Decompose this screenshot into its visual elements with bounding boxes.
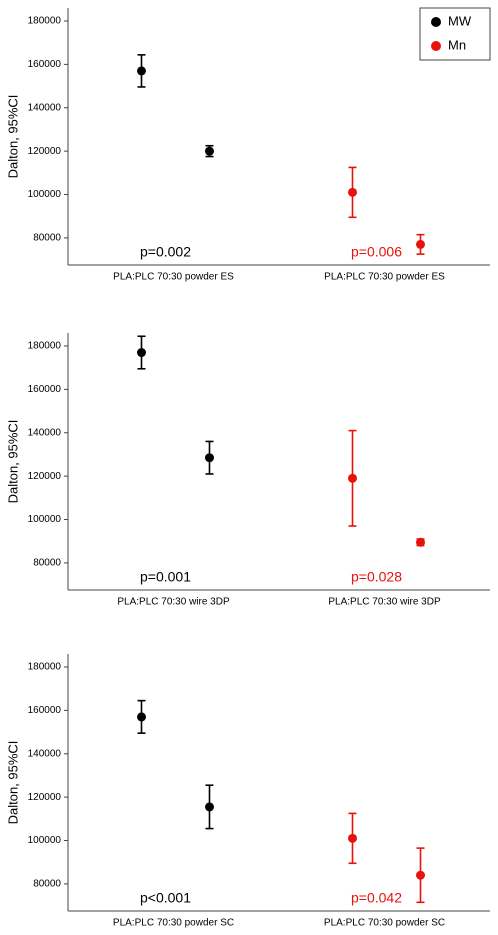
point bbox=[205, 802, 214, 812]
y-tick-label: 80000 bbox=[33, 558, 61, 569]
y-axis-label: Dalton, 95%CI bbox=[5, 420, 20, 504]
legend-label: Mn bbox=[448, 37, 466, 52]
point bbox=[348, 833, 357, 843]
point bbox=[137, 348, 146, 358]
y-tick-label: 140000 bbox=[28, 102, 62, 113]
x-tick-label: PLA:PLC 70:30 powder SC bbox=[113, 918, 234, 929]
y-axis-label: Dalton, 95%CI bbox=[5, 741, 20, 825]
p-value: p=0.028 bbox=[351, 569, 402, 585]
p-value: p<0.001 bbox=[140, 890, 191, 906]
y-tick-label: 180000 bbox=[28, 16, 62, 27]
point bbox=[137, 712, 146, 722]
y-tick-label: 180000 bbox=[28, 662, 62, 673]
point bbox=[416, 239, 425, 249]
legend-label: MW bbox=[448, 13, 472, 28]
point bbox=[137, 66, 146, 76]
p-value: p=0.006 bbox=[351, 244, 402, 260]
legend-marker bbox=[431, 41, 441, 51]
y-tick-label: 100000 bbox=[28, 189, 62, 200]
y-tick-label: 80000 bbox=[33, 879, 61, 890]
x-tick-label: PLA:PLC 70:30 powder ES bbox=[113, 272, 234, 283]
x-tick-label: PLA:PLC 70:30 powder SC bbox=[324, 918, 445, 929]
y-tick-label: 140000 bbox=[28, 427, 62, 438]
point bbox=[348, 187, 357, 197]
x-tick-label: PLA:PLC 70:30 wire 3DP bbox=[117, 597, 230, 608]
legend-box bbox=[419, 7, 491, 61]
y-tick-label: 160000 bbox=[28, 384, 62, 395]
x-tick-label: PLA:PLC 70:30 wire 3DP bbox=[328, 597, 441, 608]
y-tick-label: 140000 bbox=[28, 748, 62, 759]
y-tick-label: 180000 bbox=[28, 341, 62, 352]
point bbox=[205, 146, 214, 156]
y-tick-label: 120000 bbox=[28, 792, 62, 803]
x-tick-label: PLA:PLC 70:30 powder ES bbox=[324, 272, 445, 283]
y-axis-label: Dalton, 95%CI bbox=[5, 95, 20, 179]
point bbox=[348, 473, 357, 483]
y-tick-label: 100000 bbox=[28, 514, 62, 525]
y-tick-label: 100000 bbox=[28, 835, 62, 846]
y-tick-label: 120000 bbox=[28, 471, 62, 482]
p-value: p=0.001 bbox=[140, 569, 191, 585]
y-tick-label: 160000 bbox=[28, 705, 62, 716]
legend-marker bbox=[431, 17, 441, 27]
point bbox=[416, 537, 425, 547]
point bbox=[416, 870, 425, 880]
point bbox=[205, 453, 214, 463]
y-tick-label: 160000 bbox=[28, 59, 62, 70]
p-value: p=0.002 bbox=[140, 244, 191, 260]
y-tick-label: 80000 bbox=[33, 233, 61, 244]
p-value: p=0.042 bbox=[351, 890, 402, 906]
y-tick-label: 120000 bbox=[28, 146, 62, 157]
